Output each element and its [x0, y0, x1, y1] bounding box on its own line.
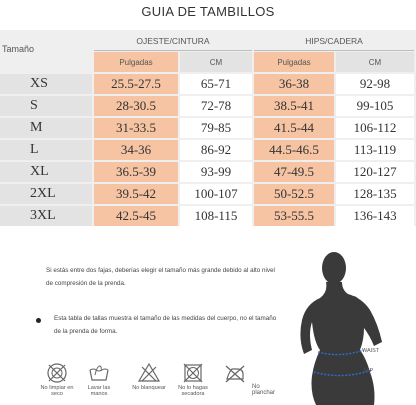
no-tumble-dry-icon	[47, 363, 67, 383]
hand-wash-icon	[89, 365, 109, 381]
size-cell: 3XL	[0, 206, 92, 226]
table-row: 2XL 39.5-42 100-107 50-52.5 128-135	[0, 182, 416, 204]
bullet-icon	[36, 318, 41, 323]
hip-inches-header: Pulgadas	[254, 52, 334, 72]
waist-inches-cell: 25.5-27.5	[94, 74, 178, 94]
waist-inches-cell: 42.5-45	[94, 206, 178, 226]
do-not-wring-icon	[183, 363, 203, 383]
hip-cm-header: CM	[336, 52, 414, 72]
waist-inches-cell: 28-30.5	[94, 96, 178, 116]
waist-cm-cell: 79-85	[180, 118, 252, 138]
waist-cm-cell: 108-115	[180, 206, 252, 226]
hip-inches-cell: 47-49.5	[254, 162, 334, 182]
hip-cm-cell: 106-112	[336, 118, 414, 138]
hip-inches-cell: 44.5-46.5	[254, 140, 334, 160]
hip-group-header: HIPS/CADERA	[305, 36, 363, 46]
size-column-header: Tamaño	[2, 44, 35, 54]
hip-inches-cell: 36-38	[254, 74, 334, 94]
care-instructions: No limpiar en seco Lavar las manos No bl…	[40, 362, 280, 402]
hip-cm-cell: 128-135	[336, 184, 414, 204]
care-item: No blanquear	[132, 362, 166, 391]
waist-cm-header: CM	[180, 52, 252, 72]
size-cell: M	[0, 118, 92, 138]
table-row: XS 25.5-27.5 65-71 36-38 92-98	[0, 72, 416, 94]
care-item: Lavar las manos	[82, 362, 116, 397]
waist-inches-cell: 39.5-42	[94, 184, 178, 204]
care-item	[218, 362, 252, 384]
hip-cm-cell: 92-98	[336, 74, 414, 94]
waist-group-divider	[94, 50, 252, 51]
hip-cm-cell: 99-105	[336, 96, 414, 116]
sizing-advice-note: Si estás entre dos fajas, deberías elegi…	[46, 267, 275, 287]
waist-inches-cell: 31-33.5	[94, 118, 178, 138]
no-iron-icon	[225, 365, 245, 383]
size-cell: 2XL	[0, 184, 92, 204]
body-silhouette-illustration	[300, 252, 382, 405]
hip-cm-cell: 120-127	[336, 162, 414, 182]
care-label: Lavar las manos	[87, 385, 111, 397]
no-bleach-icon	[137, 362, 161, 382]
hip-inches-cell: 41.5-44	[254, 118, 334, 138]
table-row: S 28-30.5 72-78 38.5-41 99-105	[0, 94, 416, 116]
hip-inches-cell: 50-52.5	[254, 184, 334, 204]
waist-inches-cell: 34-36	[94, 140, 178, 160]
table-row: XL 36.5-39 93-99 47-49.5 120-127	[0, 160, 416, 182]
table-row: M 31-33.5 79-85 41.5-44 106-112	[0, 116, 416, 138]
waist-cm-cell: 93-99	[180, 162, 252, 182]
hip-cm-cell: 136-143	[336, 206, 414, 226]
care-label: No lo hagas secadora	[178, 385, 208, 397]
waist-cm-cell: 65-71	[180, 74, 252, 94]
waist-label: WAIST	[362, 348, 380, 354]
size-cell: XS	[0, 74, 92, 94]
care-label: No blanquear	[132, 385, 166, 391]
size-chart-table: Tamaño OJESTE/CINTURA HIPS/CADERA Pulgad…	[0, 30, 416, 226]
hip-inches-cell: 53-55.5	[254, 206, 334, 226]
waist-inches-cell: 36.5-39	[94, 162, 178, 182]
care-label: No planchar	[252, 384, 276, 396]
waist-cm-cell: 72-78	[180, 96, 252, 116]
table-row: 3XL 42.5-45 108-115 53-55.5 136-143	[0, 204, 416, 226]
hip-group-divider	[254, 50, 414, 51]
waist-group-header: OJESTE/CINTURA	[136, 36, 210, 46]
body-measurement-note: Esta tabla de tallas muestra el tamaño d…	[54, 315, 277, 335]
table-row: L 34-36 86-92 44.5-46.5 113-119	[0, 138, 416, 160]
care-item: No limpiar en seco	[40, 362, 74, 397]
waist-cm-cell: 86-92	[180, 140, 252, 160]
care-label: No limpiar en seco	[40, 385, 74, 397]
size-cell: XL	[0, 162, 92, 182]
waist-cm-cell: 100-107	[180, 184, 252, 204]
care-item: No lo hagas secadora	[176, 362, 210, 397]
waist-inches-header: Pulgadas	[94, 52, 178, 72]
hip-inches-cell: 38.5-41	[254, 96, 334, 116]
size-cell: S	[0, 96, 92, 116]
page-title: GUIA DE TAMBILLOS	[141, 4, 275, 19]
body-figure: WAIST HIP	[290, 246, 416, 405]
hip-cm-cell: 113-119	[336, 140, 414, 160]
size-cell: L	[0, 140, 92, 160]
hip-label: HIP	[364, 368, 374, 374]
